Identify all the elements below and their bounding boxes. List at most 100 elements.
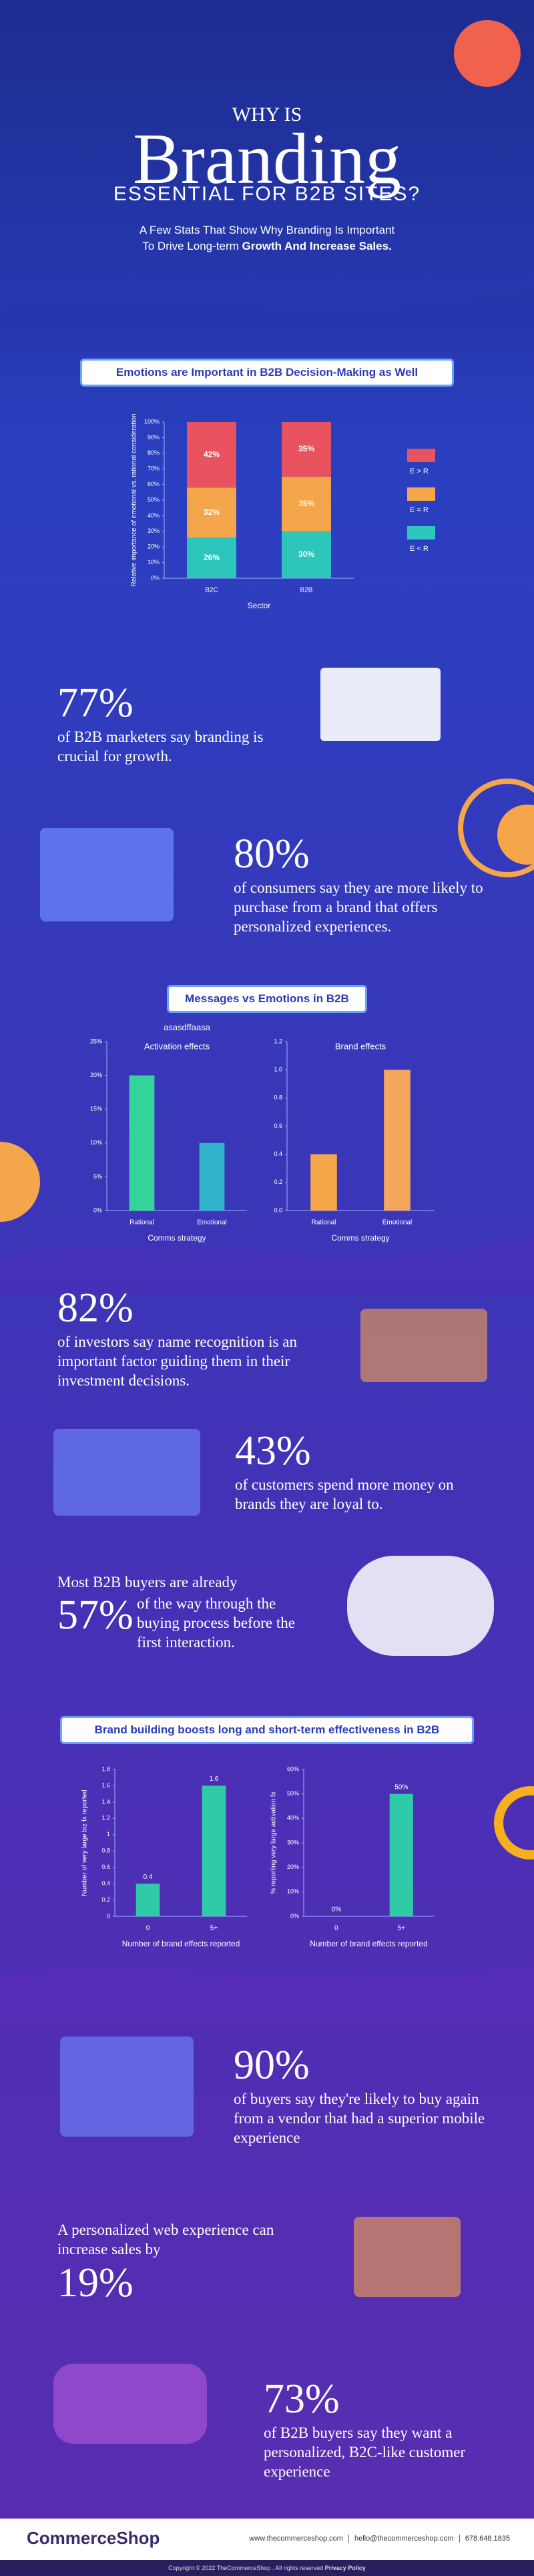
stat-value: 90%: [234, 2043, 310, 2088]
y-tick-label: 1.8: [101, 1765, 110, 1772]
bar: [389, 1793, 413, 1916]
deco-circle: [454, 20, 521, 87]
y-tick-label: 0.8: [274, 1094, 282, 1101]
x-axis-label: Number of brand effects reported: [310, 1939, 428, 1948]
subtitle: ESSENTIAL FOR B2B SITES?: [113, 183, 421, 205]
y-tick-label: 25%: [90, 1038, 102, 1044]
logo[interactable]: CommerceShop: [27, 2528, 160, 2548]
copyright-bar: Copyright © 2022 TheCommerceShop . All r…: [0, 2560, 534, 2576]
y-tick-label: 0.4: [274, 1150, 282, 1157]
bar-segment: [187, 538, 236, 578]
y-tick-label: 30%: [148, 527, 160, 534]
section-subtitle: asasdffaasa: [164, 1022, 210, 1032]
data-label: 26%: [204, 553, 220, 562]
y-tick-label: 0.0: [274, 1207, 282, 1213]
data-label: 1.6: [210, 1775, 219, 1783]
deco-circle: [497, 805, 534, 865]
stat-text: of the way through the buying process be…: [137, 1595, 295, 1651]
bar: [310, 1154, 337, 1211]
deco-ring: [494, 1786, 534, 1860]
data-label: 32%: [204, 507, 220, 517]
y-axis-label: Relative importance of emotional vs. rat…: [131, 413, 138, 586]
y-tick-label: 100%: [144, 418, 160, 425]
contact: www.thecommerceshop.com hello@thecommerc…: [249, 2535, 510, 2543]
y-tick-label: 20%: [287, 1864, 299, 1870]
legend-label: E < R: [410, 545, 429, 553]
stat-text: of consumers say they are more likely to…: [234, 879, 483, 935]
data-label: 35%: [298, 499, 314, 508]
deco-wave: [0, 287, 534, 347]
legend-swatch: [407, 526, 435, 540]
website[interactable]: www.thecommerceshop.com: [249, 2535, 343, 2543]
y-tick-label: 50%: [287, 1790, 299, 1797]
stat-text: of buyers say they're likely to buy agai…: [234, 2091, 485, 2146]
data-label: 50%: [394, 1783, 408, 1791]
x-tick-label: 5+: [398, 1925, 406, 1932]
y-tick-label: 0.6: [274, 1122, 282, 1129]
x-axis-label: Comms strategy: [148, 1233, 206, 1243]
y-tick-label: 40%: [148, 512, 160, 519]
deco-wave: [0, 1235, 534, 1295]
x-tick-label: Emotional: [197, 1219, 226, 1227]
chart-title: Brand effects: [335, 1041, 386, 1051]
bar-segment: [187, 422, 236, 488]
intro-bold: Growth And Increase Sales.: [242, 240, 392, 252]
deco-circle: [0, 1142, 40, 1222]
x-tick-label: Emotional: [382, 1219, 412, 1227]
bar: [199, 1142, 225, 1211]
x-tick-label: B2C: [205, 587, 218, 594]
y-tick-label: 1.6: [101, 1782, 110, 1789]
y-tick-label: 50%: [148, 496, 160, 503]
y-tick-label: 1.2: [274, 1038, 282, 1044]
x-tick-label: 0: [146, 1925, 150, 1932]
x-tick-label: B2B: [300, 587, 313, 594]
bar-segment: [282, 422, 331, 477]
y-tick-label: 10%: [287, 1888, 299, 1895]
y-tick-label: 0.2: [274, 1178, 282, 1185]
x-tick-label: 5+: [210, 1925, 218, 1932]
section-banner: Emotions are Important in B2B Decision-M…: [80, 359, 454, 387]
legend-label: E > R: [410, 467, 429, 475]
y-tick-label: 0.4: [101, 1880, 110, 1886]
data-label: 0%: [332, 1906, 342, 1914]
title: Branding: [133, 120, 401, 199]
data-label: 0.4: [144, 1874, 153, 1881]
intro: A Few Stats That Show Why Branding Is Im…: [139, 224, 395, 236]
x-axis-label: Comms strategy: [331, 1233, 389, 1243]
y-tick-label: 40%: [287, 1815, 299, 1821]
y-tick-label: 60%: [148, 481, 160, 487]
y-tick-label: 0.2: [101, 1896, 110, 1903]
bar: [202, 1785, 226, 1916]
illustration: [347, 1556, 494, 1656]
illustration: [53, 1429, 200, 1516]
y-axis-label: % reporting very large activation fx: [270, 1791, 278, 1894]
y-tick-label: 15%: [90, 1106, 102, 1112]
illustration: [320, 668, 441, 741]
stat-text: of customers spend more money on brands …: [235, 1476, 454, 1512]
bar-segment: [282, 531, 331, 578]
stat-value: 19%: [57, 2260, 134, 2306]
stat-value: 82%: [57, 1285, 134, 1331]
chart-title: Activation effects: [144, 1041, 210, 1051]
y-tick-label: 20%: [90, 1072, 102, 1078]
y-tick-label: 30%: [287, 1839, 299, 1846]
deco-wave: [0, 1963, 534, 2023]
separator: [459, 2535, 460, 2543]
x-tick-label: Rational: [312, 1219, 336, 1227]
privacy-link[interactable]: Privacy Policy: [324, 2565, 366, 2571]
stat-value: 57%: [57, 1592, 134, 1638]
section-banner: Messages vs Emotions in B2B: [167, 985, 367, 1013]
email[interactable]: hello@thecommerceshop.com: [354, 2535, 454, 2543]
intro: To Drive Long-term: [142, 240, 239, 252]
y-tick-label: 0%: [93, 1207, 102, 1213]
illustration: [40, 828, 174, 921]
stat-value: 73%: [264, 2376, 340, 2422]
illustration: [360, 1309, 487, 1382]
y-tick-label: 80%: [148, 449, 160, 456]
intro: To Drive Long-term Growth And Increase S…: [0, 240, 534, 253]
y-tick-label: 0%: [151, 574, 160, 581]
y-tick-label: 1.2: [101, 1815, 110, 1821]
